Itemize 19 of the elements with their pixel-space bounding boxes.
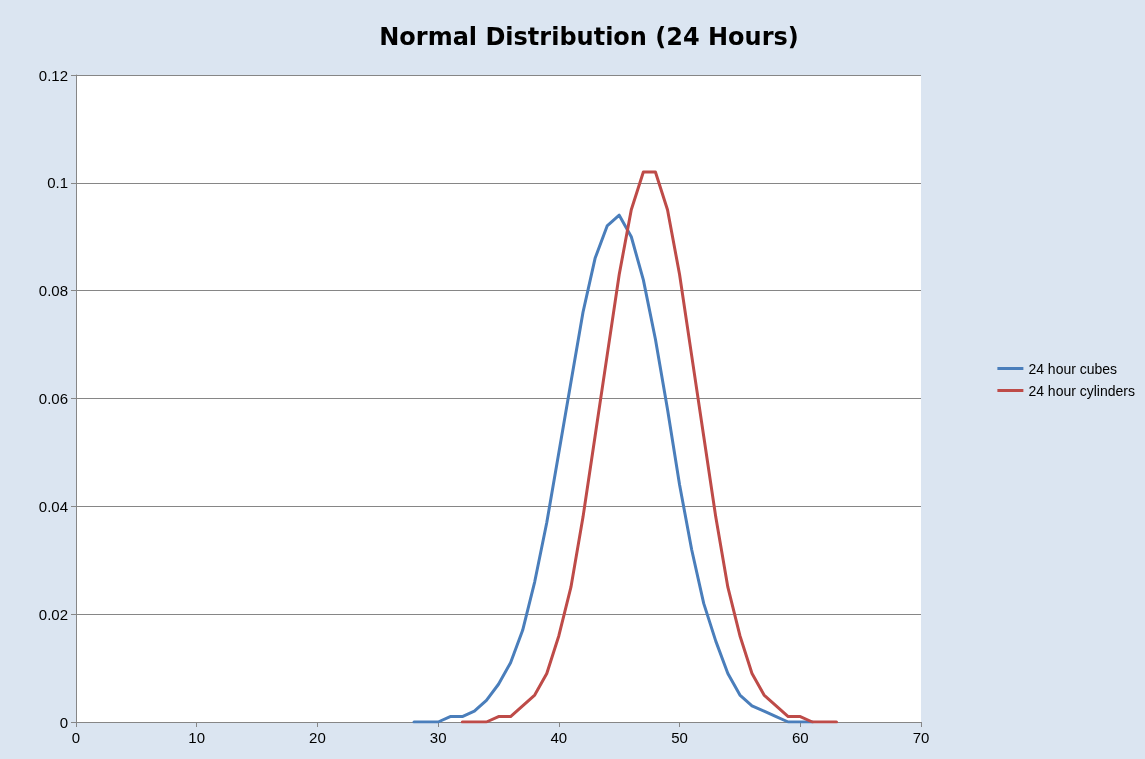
chart-title: Normal Distribution (24 Hours)	[379, 23, 799, 51]
legend-label: 24 hour cubes	[1028, 360, 1118, 377]
x-tick-label: 20	[309, 729, 326, 746]
y-tick-label: 0.02	[38, 605, 68, 623]
y-tick-label: 0.12	[38, 66, 68, 84]
y-tick-label: 0.08	[38, 282, 68, 300]
y-tick-label: 0	[59, 713, 68, 731]
line-series	[460, 170, 838, 724]
x-tick-label: 50	[671, 729, 688, 746]
x-tick-label: 10	[188, 729, 206, 746]
x-tick-label: 70	[912, 729, 930, 746]
x-tick-label: 0	[71, 729, 81, 746]
y-tick-label: 0.06	[38, 390, 68, 407]
x-tick-label: 60	[791, 729, 809, 746]
legend-label: 24 hour cylinders	[1028, 382, 1136, 399]
y-tick-label: 0.04	[38, 497, 68, 515]
x-tick-label: 30	[429, 729, 447, 746]
x-tick-label: 40	[550, 729, 568, 746]
y-tick-label: 0.1	[47, 174, 68, 192]
